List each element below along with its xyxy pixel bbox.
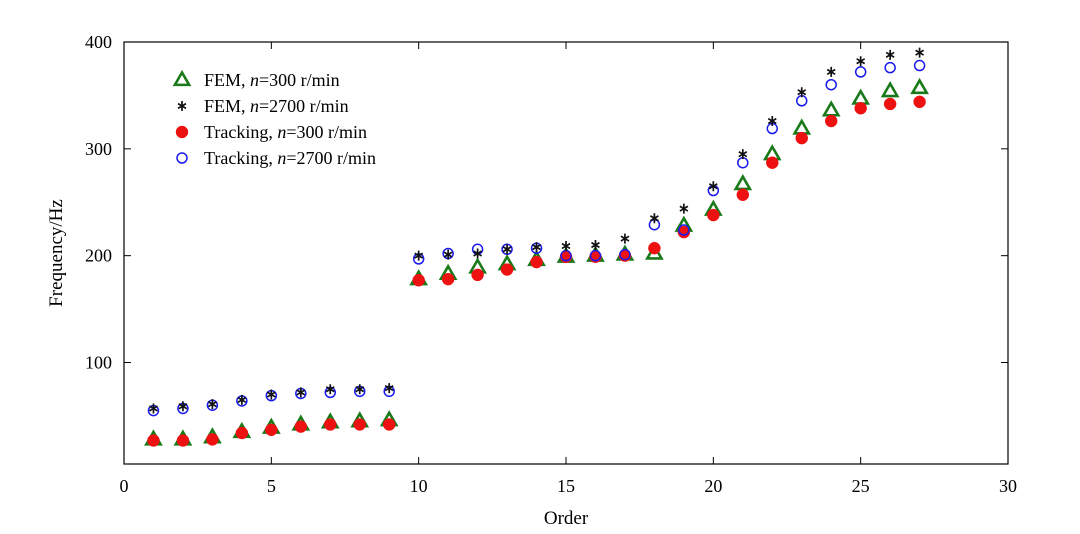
data-point [620, 233, 630, 244]
data-point [766, 156, 779, 169]
data-point [353, 418, 366, 431]
data-point [206, 433, 219, 446]
data-point [178, 401, 188, 412]
data-point [591, 239, 600, 250]
data-point [880, 81, 900, 98]
data-point [795, 95, 808, 107]
data-point [149, 403, 158, 414]
data-point [589, 249, 602, 262]
data-point [797, 87, 807, 98]
data-point [885, 49, 895, 60]
legend-marker [177, 101, 187, 111]
data-point [825, 78, 837, 91]
y-axis-title: Frequency/Hz [46, 199, 67, 307]
data-point [884, 61, 896, 74]
data-point [473, 248, 483, 259]
data-point [325, 384, 335, 395]
data-point [738, 149, 748, 160]
data-point [856, 56, 866, 67]
data-point [851, 88, 871, 105]
x-tick-label: 10 [410, 476, 428, 496]
data-point [412, 273, 425, 287]
data-markers [144, 47, 929, 447]
data-point [826, 66, 836, 77]
data-point [265, 423, 278, 437]
legend-label: Tracking, n=2700 r/min [204, 148, 376, 168]
y-tick-label: 400 [85, 32, 112, 52]
x-axis-title: Order [544, 508, 589, 529]
legend-item: Tracking, n=300 r/min [175, 122, 367, 142]
x-tick-label: 30 [999, 476, 1017, 496]
data-point [237, 394, 247, 405]
x-tick-label: 0 [120, 476, 129, 496]
x-tick-label: 5 [267, 476, 276, 496]
y-tick-label: 100 [85, 353, 112, 373]
data-point [532, 242, 541, 253]
data-point [176, 434, 190, 447]
x-tick-label: 20 [704, 476, 722, 496]
data-point [235, 426, 249, 440]
data-point [324, 418, 337, 431]
data-point [355, 384, 365, 395]
data-point [913, 59, 926, 72]
data-point [824, 114, 838, 128]
data-point [910, 77, 929, 95]
data-point [500, 263, 514, 276]
tick-labels: 0 5 10 15 20 25 30 100 200 300 400 [85, 32, 1017, 496]
data-point [147, 434, 160, 447]
data-point [530, 255, 543, 269]
data-point [619, 248, 631, 261]
data-point [382, 418, 396, 431]
data-point [207, 399, 217, 410]
data-point [471, 268, 484, 282]
series-filled-circle [147, 95, 926, 447]
data-point [502, 244, 512, 255]
y-tick-label: 200 [85, 246, 112, 266]
data-point [384, 383, 394, 394]
data-point [821, 100, 841, 117]
data-point [737, 156, 749, 169]
data-point [679, 203, 689, 214]
data-point [708, 181, 718, 192]
series-asterisk [149, 47, 925, 414]
axis-ticks [123, 41, 1009, 464]
legend-marker [175, 125, 189, 139]
data-point [915, 47, 925, 58]
data-point [677, 225, 691, 239]
data-point [414, 250, 424, 261]
legend-label: FEM, n=2700 r/min [204, 96, 349, 116]
legend-item: FEM, n=300 r/min [172, 69, 340, 90]
data-point [883, 97, 897, 111]
legend-marker [176, 152, 188, 164]
legend-label: FEM, n=300 r/min [204, 70, 340, 90]
data-point [441, 272, 455, 286]
legend-marker [172, 69, 192, 87]
y-tick-label: 300 [85, 139, 112, 159]
legend-item: Tracking, n=2700 r/min [176, 148, 376, 168]
data-point [649, 213, 659, 224]
data-point [792, 118, 812, 135]
data-point [296, 387, 306, 398]
data-point [443, 249, 453, 260]
data-point [561, 241, 571, 252]
data-point [733, 173, 753, 191]
data-point [854, 101, 867, 115]
data-point [294, 420, 308, 433]
data-point [795, 131, 808, 145]
data-point [707, 208, 720, 222]
data-point [266, 389, 276, 400]
legend: FEM, n=300 r/min FEM, n=2700 r/min Trackin… [172, 69, 376, 168]
data-point [678, 224, 690, 236]
data-point [913, 95, 926, 109]
data-point [736, 188, 750, 202]
data-point [648, 241, 661, 255]
legend-label: Tracking, n=300 r/min [204, 122, 367, 142]
x-tick-label: 25 [852, 476, 870, 496]
legend-item: FEM, n=2700 r/min [177, 96, 349, 116]
data-point [854, 66, 867, 78]
data-point [767, 116, 777, 127]
x-tick-label: 15 [557, 476, 575, 496]
